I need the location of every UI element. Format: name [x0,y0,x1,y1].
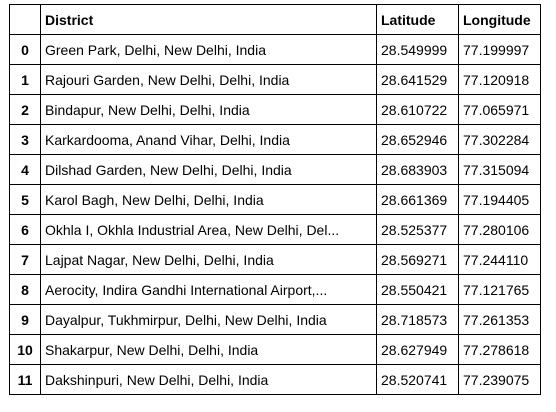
table-body: 0 Green Park, Delhi, New Delhi, India 28.5… [10,35,541,395]
district-cell: Okhla I, Okhla Industrial Area, New Delh… [41,215,377,245]
row-index: 8 [10,275,41,305]
row-index: 1 [10,65,41,95]
district-cell: Karkardooma, Anand Vihar, Delhi, India [41,125,377,155]
longitude-cell: 77.278618 [459,335,541,365]
longitude-cell: 77.121765 [459,275,541,305]
row-index: 9 [10,305,41,335]
district-cell: Rajouri Garden, New Delhi, Delhi, India [41,65,377,95]
longitude-cell: 77.244110 [459,245,541,275]
table-row: 10 Shakarpur, New Delhi, Delhi, India 28.6… [10,335,541,365]
longitude-cell: 77.261353 [459,305,541,335]
latitude-cell: 28.661369 [377,185,459,215]
row-index: 0 [10,35,41,65]
row-index: 6 [10,215,41,245]
longitude-cell: 77.065971 [459,95,541,125]
table-row: 7 Lajpat Nagar, New Delhi, Delhi, India 28… [10,245,541,275]
table-header-row: District Latitude Longitude [10,5,541,35]
table-row: 11 Dakshinpuri, New Delhi, Delhi, India 28… [10,365,541,395]
table-row: 1 Rajouri Garden, New Delhi, Delhi, India… [10,65,541,95]
latitude-cell: 28.718573 [377,305,459,335]
latitude-cell: 28.683903 [377,155,459,185]
district-header: District [41,5,377,35]
row-index: 5 [10,185,41,215]
table-row: 3 Karkardooma, Anand Vihar, Delhi, India 2… [10,125,541,155]
table-row: 8 Aerocity, Indira Gandhi International A… [10,275,541,305]
row-index: 11 [10,365,41,395]
longitude-header: Longitude [459,5,541,35]
longitude-cell: 77.239075 [459,365,541,395]
latitude-cell: 28.525377 [377,215,459,245]
district-cell: Dakshinpuri, New Delhi, Delhi, India [41,365,377,395]
table-row: 6 Okhla I, Okhla Industrial Area, New Del… [10,215,541,245]
district-cell: Karol Bagh, New Delhi, Delhi, India [41,185,377,215]
district-cell: Bindapur, New Delhi, Delhi, India [41,95,377,125]
district-cell: Lajpat Nagar, New Delhi, Delhi, India [41,245,377,275]
district-cell: Green Park, Delhi, New Delhi, India [41,35,377,65]
longitude-cell: 77.199997 [459,35,541,65]
latitude-header: Latitude [377,5,459,35]
row-index: 7 [10,245,41,275]
latitude-cell: 28.569271 [377,245,459,275]
district-cell: Dilshad Garden, New Delhi, Delhi, India [41,155,377,185]
latitude-cell: 28.641529 [377,65,459,95]
district-cell: Dayalpur, Tukhmirpur, Delhi, New Delhi, … [41,305,377,335]
latitude-cell: 28.520741 [377,365,459,395]
longitude-cell: 77.194405 [459,185,541,215]
table-row: 2 Bindapur, New Delhi, Delhi, India 28.610… [10,95,541,125]
index-header [10,5,41,35]
district-cell: Aerocity, Indira Gandhi International Ai… [41,275,377,305]
latitude-cell: 28.627949 [377,335,459,365]
latitude-cell: 28.610722 [377,95,459,125]
table-row: 0 Green Park, Delhi, New Delhi, India 28.5… [10,35,541,65]
longitude-cell: 77.120918 [459,65,541,95]
table-row: 9 Dayalpur, Tukhmirpur, Delhi, New Delhi,… [10,305,541,335]
longitude-cell: 77.280106 [459,215,541,245]
row-index: 2 [10,95,41,125]
table-row: 5 Karol Bagh, New Delhi, Delhi, India 28.6… [10,185,541,215]
districts-table: District Latitude Longitude 0 Green Park,… [9,4,541,395]
row-index: 10 [10,335,41,365]
table-row: 4 Dilshad Garden, New Delhi, Delhi, India… [10,155,541,185]
row-index: 4 [10,155,41,185]
longitude-cell: 77.302284 [459,125,541,155]
longitude-cell: 77.315094 [459,155,541,185]
row-index: 3 [10,125,41,155]
latitude-cell: 28.549999 [377,35,459,65]
district-cell: Shakarpur, New Delhi, Delhi, India [41,335,377,365]
latitude-cell: 28.652946 [377,125,459,155]
latitude-cell: 28.550421 [377,275,459,305]
